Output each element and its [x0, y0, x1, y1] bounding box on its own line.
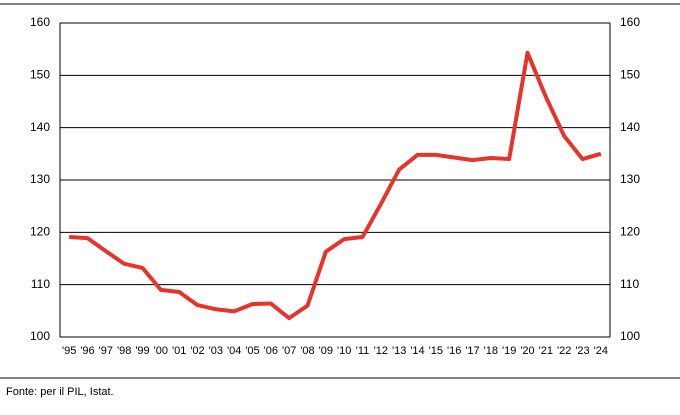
- y-tick-label: 160: [30, 15, 50, 29]
- x-tick-label: '05: [245, 345, 259, 357]
- x-tick-label: '95: [62, 345, 76, 357]
- x-tick-label: '24: [594, 345, 608, 357]
- x-tick-label: '01: [172, 345, 186, 357]
- y-tick-label: 130: [30, 172, 50, 186]
- y2-tick-label: 100: [620, 329, 640, 343]
- x-tick-label: '11: [356, 345, 370, 357]
- x-tick-label: '09: [319, 345, 333, 357]
- x-tick-label: '02: [190, 345, 204, 357]
- x-tick-label: '08: [300, 345, 314, 357]
- y2-tick-label: 120: [620, 225, 640, 239]
- x-tick-label: '17: [465, 345, 479, 357]
- data-line: [69, 50, 602, 321]
- x-tick-label: '04: [227, 345, 241, 357]
- x-tick-label: '06: [264, 345, 278, 357]
- x-tick-label: '15: [429, 345, 443, 357]
- y2-tick-label: 130: [620, 172, 640, 186]
- y-tick-label: 120: [30, 225, 50, 239]
- y-tick-label: 150: [30, 68, 50, 82]
- y2-tick-label: 150: [620, 68, 640, 82]
- x-tick-label: '99: [135, 345, 149, 357]
- x-tick-label: '97: [99, 345, 113, 357]
- x-tick-label: '14: [410, 345, 424, 357]
- x-tick-label: '98: [117, 345, 131, 357]
- x-tick-label: '21: [539, 345, 553, 357]
- source-note: Fonte: per il PIL, Istat.: [6, 386, 114, 398]
- x-tick-label: '19: [502, 345, 516, 357]
- y2-tick-label: 110: [620, 277, 639, 291]
- x-tick-label: '18: [484, 345, 498, 357]
- x-tick-label: '10: [337, 345, 351, 357]
- y-tick-label: 110: [31, 277, 50, 291]
- x-tick-label: '96: [80, 345, 94, 357]
- x-tick-label: '16: [447, 345, 461, 357]
- y2-tick-label: 140: [620, 120, 640, 134]
- x-tick-label: '03: [209, 345, 223, 357]
- x-tick-label: '00: [154, 345, 168, 357]
- x-tick-label: '12: [374, 345, 388, 357]
- x-tick-label: '20: [520, 345, 534, 357]
- y-tick-label: 100: [30, 329, 50, 343]
- x-tick-label: '22: [557, 345, 571, 357]
- x-tick-label: '23: [575, 345, 589, 357]
- y2-tick-label: 160: [620, 15, 640, 29]
- x-tick-label: '07: [282, 345, 296, 357]
- y-tick-label: 140: [30, 120, 50, 134]
- x-tick-label: '13: [392, 345, 406, 357]
